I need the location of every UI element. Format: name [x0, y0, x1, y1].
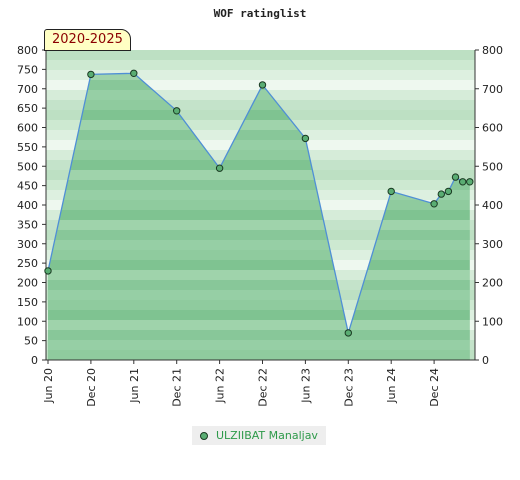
- x-tick-label: Dec 20: [85, 368, 98, 407]
- left-tick-label: 250: [17, 257, 38, 270]
- area-band: [48, 100, 470, 110]
- area-band: [48, 200, 470, 210]
- x-tick-label: Jun 23: [299, 368, 312, 404]
- chart-title: WOF ratinglist: [214, 7, 307, 20]
- right-y-axis: 0 100 200 300 400 500 600 700 800: [475, 44, 503, 367]
- legend-label: ULZIIBAT Manaljav: [216, 429, 318, 442]
- data-point: [451, 173, 460, 181]
- right-tick-label: 300: [482, 238, 503, 251]
- area-band: [48, 240, 470, 250]
- left-tick-label: 150: [17, 296, 38, 309]
- data-point: [87, 70, 95, 79]
- left-tick-label: 700: [17, 83, 38, 96]
- data-point: [466, 178, 474, 186]
- left-tick-label: 600: [17, 122, 38, 135]
- left-tick-label: 550: [17, 141, 38, 154]
- data-point: [444, 187, 453, 196]
- x-tick-label: Dec 22: [257, 368, 270, 407]
- x-tick-label: Jun 20: [42, 368, 55, 404]
- left-tick-label: 800: [17, 44, 38, 57]
- area-band: [48, 290, 470, 300]
- right-tick-label: 600: [482, 122, 503, 135]
- area-band: [48, 230, 470, 240]
- data-point: [459, 178, 467, 186]
- area-band: [48, 110, 470, 120]
- data-point: [258, 81, 267, 89]
- x-tick-label: Dec 23: [342, 368, 355, 407]
- data-point: [173, 107, 181, 115]
- period-badge: 2020-2025: [44, 29, 131, 51]
- right-tick-label: 0: [482, 354, 489, 367]
- x-tick-label: Jun 24: [385, 368, 398, 404]
- right-tick-label: 400: [482, 199, 503, 212]
- right-tick-label: 100: [482, 315, 503, 328]
- left-tick-label: 0: [31, 354, 38, 367]
- left-tick-label: 350: [17, 218, 38, 231]
- background-band: [46, 50, 475, 60]
- x-tick-label: Jun 21: [128, 368, 141, 404]
- right-tick-label: 500: [482, 160, 503, 173]
- left-tick-label: 450: [17, 180, 38, 193]
- right-tick-label: 700: [482, 83, 503, 96]
- area-band: [48, 160, 470, 170]
- data-markers: [44, 69, 474, 337]
- area-band: [48, 330, 470, 340]
- area-band: [48, 300, 470, 310]
- area-band: [48, 260, 470, 270]
- legend[interactable]: ULZIIBAT Manaljav: [192, 426, 326, 445]
- area-band: [48, 220, 470, 230]
- left-tick-label: 750: [17, 63, 38, 76]
- x-tick-label: Dec 24: [428, 368, 441, 407]
- area-fill: [48, 73, 470, 360]
- left-tick-label: 650: [17, 102, 38, 115]
- area-band: [48, 150, 470, 160]
- data-point: [387, 187, 395, 196]
- data-point: [44, 267, 52, 275]
- left-tick-label: 50: [24, 335, 38, 348]
- legend-marker-icon: [200, 431, 208, 440]
- area-band: [48, 210, 470, 220]
- area-layer: [47, 72, 470, 360]
- left-tick-label: 300: [17, 238, 38, 251]
- area-band: [48, 320, 470, 330]
- left-tick-label: 500: [17, 160, 38, 173]
- left-y-axis: 0 50 100 150 200 250 300 350 400 450 500 550 600 650 7…: [17, 44, 46, 367]
- area-band: [48, 340, 470, 350]
- left-tick-label: 400: [17, 199, 38, 212]
- x-tick-label: Dec 21: [171, 368, 184, 407]
- background-band: [46, 60, 475, 70]
- data-point: [344, 329, 352, 337]
- area-band: [48, 280, 470, 290]
- x-axis: Jun 20 Dec 20 Jun 21 Dec 21 Jun 22 Dec 22 Jun …: [42, 360, 441, 407]
- area-band: [48, 120, 470, 130]
- data-point: [215, 164, 224, 172]
- area-band: [48, 90, 470, 100]
- background-band: [46, 70, 475, 80]
- data-point: [437, 190, 445, 198]
- area-band: [48, 170, 470, 180]
- area-band: [48, 310, 470, 320]
- area-band: [48, 350, 470, 360]
- area-band: [48, 130, 470, 140]
- right-tick-label: 800: [482, 44, 503, 57]
- area-band: [48, 180, 470, 190]
- left-tick-label: 100: [17, 315, 38, 328]
- data-point: [430, 200, 438, 208]
- area-band: [48, 270, 470, 280]
- data-point: [301, 134, 310, 143]
- right-tick-label: 200: [482, 277, 503, 290]
- data-point: [130, 69, 138, 78]
- area-band: [48, 140, 470, 150]
- area-band: [48, 190, 470, 200]
- x-tick-label: Jun 22: [214, 368, 227, 404]
- area-band: [48, 250, 470, 260]
- left-tick-label: 200: [17, 277, 38, 290]
